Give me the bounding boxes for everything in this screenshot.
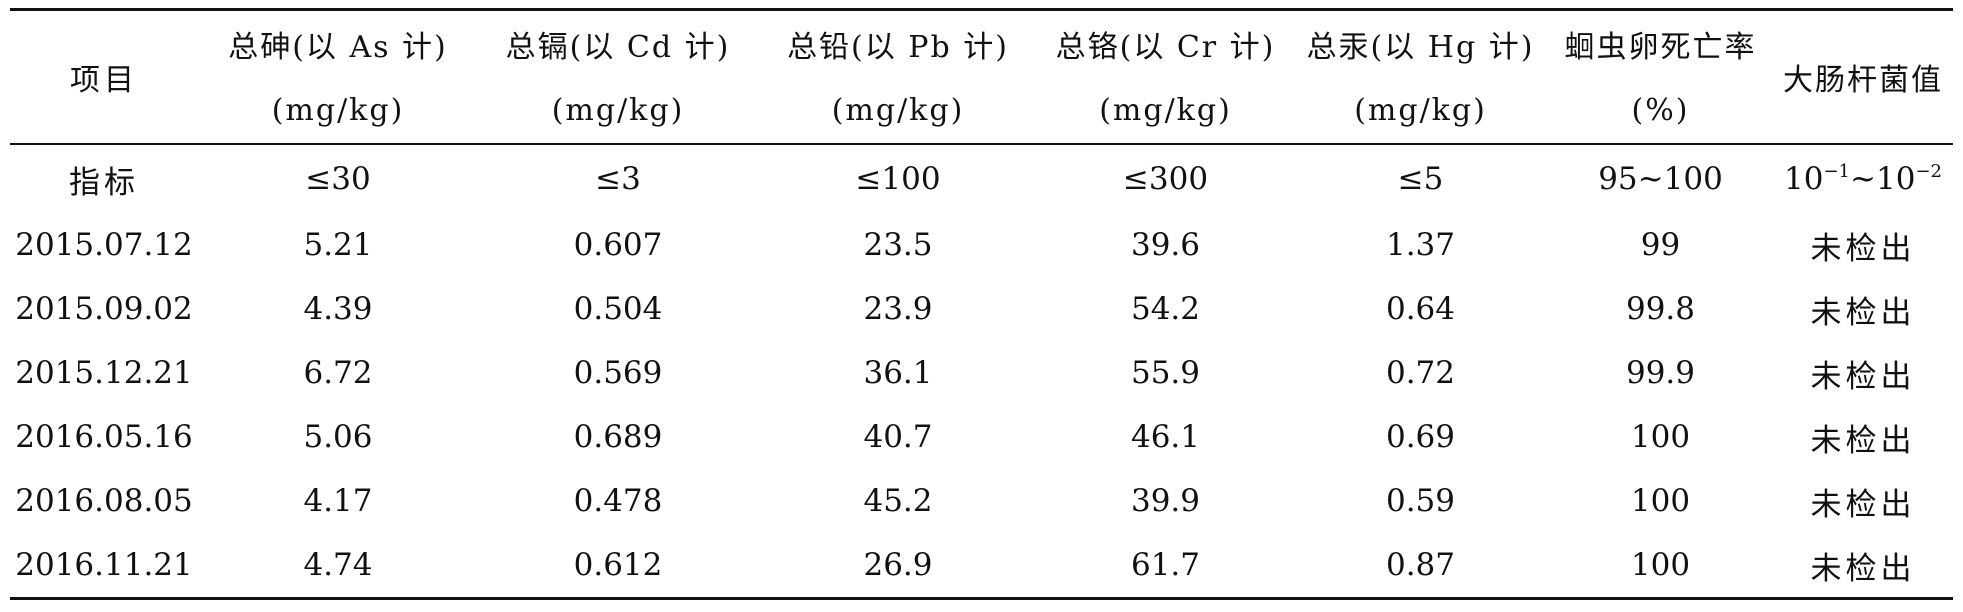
row-mercury: 0.59 <box>1385 483 1456 519</box>
header-lead: 总铅(以 Pb 计) <box>758 8 1038 77</box>
ecoli-sep: ~ <box>1850 161 1876 197</box>
limit-chromium: ≤300 <box>1122 161 1209 197</box>
header-egg-mortality: 蛔虫卵死亡率 <box>1548 8 1773 77</box>
limit-ecoli: 10−1~10−2 <box>1773 144 1953 213</box>
row-arsenic: 4.39 <box>303 291 373 327</box>
unit-mercury: (mg/kg) <box>1293 77 1548 145</box>
row-mercury: 0.72 <box>1385 355 1456 391</box>
row-ecoli: 未检出 <box>1810 358 1916 395</box>
table-row: 2015.12.21 6.72 0.569 36.1 55.9 0.72 99.… <box>10 341 1953 405</box>
limit-cadmium: ≤3 <box>595 161 641 197</box>
row-arsenic: 5.21 <box>303 227 373 263</box>
row-date: 2015.07.12 <box>15 227 193 263</box>
row-date: 2015.12.21 <box>15 355 193 391</box>
row-chromium: 61.7 <box>1038 533 1293 600</box>
table-row: 2016.11.21 4.74 0.612 26.9 61.7 0.87 100… <box>10 533 1953 600</box>
row-egg-mortality: 100 <box>1630 483 1691 519</box>
row-lead: 26.9 <box>758 533 1038 600</box>
limit-mercury: ≤5 <box>1397 161 1444 197</box>
row-mercury: 0.69 <box>1385 419 1456 455</box>
row-ecoli: 未检出 <box>1810 230 1916 267</box>
unit-cadmium: (mg/kg) <box>478 77 758 145</box>
row-date: 2016.11.21 <box>10 533 198 600</box>
ecoli-exp-1: −1 <box>1823 161 1850 182</box>
row-egg-mortality: 99 <box>1640 227 1681 263</box>
limit-row: 指标 ≤30 ≤3 ≤100 ≤300 ≤5 95~100 10−1~10−2 <box>10 144 1953 213</box>
limit-egg-mortality: 95~100 <box>1598 161 1723 197</box>
table-row: 2016.05.16 5.06 0.689 40.7 46.1 0.69 100… <box>10 405 1953 469</box>
row-arsenic: 4.17 <box>303 483 373 519</box>
header-chromium: 总铬(以 Cr 计) <box>1038 8 1293 77</box>
row-egg-mortality: 99.9 <box>1625 355 1696 391</box>
row-date: 2015.09.02 <box>15 291 193 327</box>
row-chromium: 39.6 <box>1130 227 1201 263</box>
row-ecoli: 未检出 <box>1810 294 1916 331</box>
row-cadmium: 0.504 <box>573 291 663 327</box>
row-cadmium: 0.478 <box>573 483 663 519</box>
row-ecoli: 未检出 <box>1810 486 1916 523</box>
ecoli-base-1: 10 <box>1784 161 1824 197</box>
row-lead: 23.9 <box>863 291 933 327</box>
table-row: 2016.08.05 4.17 0.478 45.2 39.9 0.59 100… <box>10 469 1953 533</box>
row-lead: 45.2 <box>863 483 933 519</box>
limit-label: 指标 <box>69 164 139 201</box>
unit-egg-mortality: (%) <box>1548 77 1773 145</box>
row-lead: 40.7 <box>863 419 933 455</box>
header-arsenic: 总砷(以 As 计) <box>198 8 478 77</box>
row-cadmium: 0.689 <box>573 419 663 455</box>
table-row: 2015.09.02 4.39 0.504 23.9 54.2 0.64 99.… <box>10 277 1953 341</box>
limit-lead: ≤100 <box>855 161 941 197</box>
row-cadmium: 0.569 <box>573 355 663 391</box>
row-egg-mortality: 100 <box>1630 419 1691 455</box>
sludge-test-table: 项目 总砷(以 As 计) 总镉(以 Cd 计) 总铅(以 Pb 计) 总铬(以… <box>10 8 1953 600</box>
row-lead: 36.1 <box>863 355 933 391</box>
limit-arsenic: ≤30 <box>305 161 371 197</box>
header-cadmium: 总镉(以 Cd 计) <box>478 8 758 77</box>
row-egg-mortality: 99.8 <box>1625 291 1696 327</box>
row-arsenic: 4.74 <box>198 533 478 600</box>
header-mercury: 总汞(以 Hg 计) <box>1293 8 1548 77</box>
header-item: 项目 <box>10 8 198 145</box>
row-lead: 23.5 <box>863 227 933 263</box>
row-chromium: 55.9 <box>1130 355 1201 391</box>
row-ecoli: 未检出 <box>1773 533 1953 600</box>
row-ecoli: 未检出 <box>1810 422 1916 459</box>
table-row: 2015.07.12 5.21 0.607 23.5 39.6 1.37 99 … <box>10 213 1953 277</box>
row-date: 2016.08.05 <box>15 483 193 519</box>
ecoli-exp-2: −2 <box>1915 161 1942 182</box>
unit-lead: (mg/kg) <box>758 77 1038 145</box>
unit-arsenic: (mg/kg) <box>198 77 478 145</box>
ecoli-base-2: 10 <box>1875 161 1916 197</box>
table-body: 指标 ≤30 ≤3 ≤100 ≤300 ≤5 95~100 10−1~10−2 … <box>10 144 1953 600</box>
row-egg-mortality: 100 <box>1548 533 1773 600</box>
row-mercury: 0.87 <box>1293 533 1548 600</box>
row-arsenic: 6.72 <box>303 355 373 391</box>
unit-chromium: (mg/kg) <box>1038 77 1293 145</box>
row-cadmium: 0.607 <box>573 227 663 263</box>
row-date: 2016.05.16 <box>15 419 193 455</box>
row-arsenic: 5.06 <box>303 419 373 455</box>
header-ecoli: 大肠杆菌值 <box>1773 8 1953 145</box>
row-chromium: 46.1 <box>1130 419 1201 455</box>
row-cadmium: 0.612 <box>478 533 758 600</box>
header-row-units: (mg/kg) (mg/kg) (mg/kg) (mg/kg) (mg/kg) … <box>10 77 1953 145</box>
table-header: 项目 总砷(以 As 计) 总镉(以 Cd 计) 总铅(以 Pb 计) 总铬(以… <box>10 8 1953 145</box>
header-row-units-top: 项目 总砷(以 As 计) 总镉(以 Cd 计) 总铅(以 Pb 计) 总铬(以… <box>10 8 1953 145</box>
row-chromium: 39.9 <box>1130 483 1201 519</box>
row-mercury: 1.37 <box>1385 227 1456 263</box>
row-mercury: 0.64 <box>1385 291 1456 327</box>
row-chromium: 54.2 <box>1130 291 1201 327</box>
